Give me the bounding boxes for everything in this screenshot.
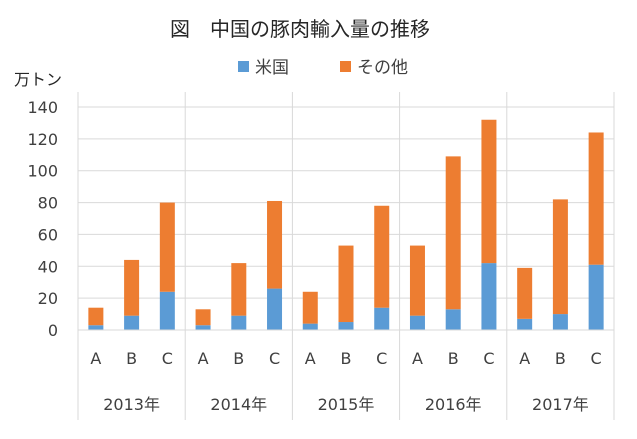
x-tick-label: B: [126, 349, 137, 368]
x-tick-label: B: [233, 349, 244, 368]
group-label: 2014年: [210, 395, 267, 414]
x-tick-label: A: [412, 349, 423, 368]
bar-segment: [588, 132, 604, 265]
bar-segment: [195, 325, 211, 330]
x-tick-label: C: [269, 349, 280, 368]
group-separators: [77, 92, 615, 420]
y-tick-label: 40: [38, 257, 58, 276]
x-tick-label: A: [198, 349, 209, 368]
x-tick-label: B: [448, 349, 459, 368]
x-tick-label: B: [555, 349, 566, 368]
bar-segment: [445, 309, 461, 330]
bar-segment: [267, 200, 283, 289]
y-axis-ticks: 0 20 40 60 80 100 120 140: [27, 98, 58, 340]
bar-segment: [517, 267, 533, 319]
y-tick-label: 0: [48, 321, 58, 340]
x-tick-label: A: [90, 349, 101, 368]
bar-segment: [302, 291, 318, 324]
bar-segment: [88, 325, 104, 330]
x-tick-label: C: [483, 349, 494, 368]
y-tick-label: 120: [27, 130, 58, 149]
unit-label: 万トン: [14, 70, 62, 89]
bar-segment: [517, 318, 533, 330]
group-label: 2015年: [318, 395, 375, 414]
legend-label: その他: [357, 58, 408, 78]
bar-segment: [124, 315, 140, 330]
x-tick-label: A: [305, 349, 316, 368]
bar-segment: [481, 119, 497, 264]
group-label: 2016年: [425, 395, 482, 414]
bar-segment: [302, 323, 318, 330]
bar-segment: [338, 245, 354, 323]
bar-segment: [409, 245, 425, 316]
bar-segment: [338, 322, 354, 330]
bar-segment: [374, 307, 390, 330]
x-tick-label: C: [162, 349, 173, 368]
bars: [88, 119, 604, 330]
bar-segment: [231, 315, 247, 330]
x-tick-label: C: [591, 349, 602, 368]
group-label: 2017年: [532, 395, 589, 414]
bar-segment: [374, 205, 390, 308]
x-tick-label: B: [341, 349, 352, 368]
bar-segment: [195, 309, 211, 326]
bar-segment: [159, 202, 175, 292]
bar-segment: [88, 307, 104, 326]
y-tick-label: 100: [27, 162, 58, 181]
bar-segment: [552, 314, 568, 330]
bar-segment: [231, 263, 247, 316]
y-tick-label: 60: [38, 225, 58, 244]
y-tick-label: 80: [38, 194, 58, 213]
chart-title: 図 中国の豚肉輸入量の推移: [170, 17, 430, 41]
y-tick-label: 140: [27, 98, 58, 117]
legend-swatch: [340, 61, 351, 72]
x-tick-label: C: [376, 349, 387, 368]
bar-segment: [445, 156, 461, 310]
group-label: 2013年: [103, 395, 160, 414]
x-tick-label: A: [519, 349, 530, 368]
legend-label: 米国: [255, 58, 289, 78]
bar-segment: [481, 263, 497, 330]
legend-swatch: [238, 61, 249, 72]
bar-segment: [588, 264, 604, 330]
bar-segment: [159, 291, 175, 330]
bar-segment: [124, 259, 140, 316]
legend: 米国 その他: [238, 58, 408, 78]
bar-segment: [267, 288, 283, 330]
bar-segment: [409, 315, 425, 330]
bar-segment: [552, 199, 568, 315]
y-tick-label: 20: [38, 289, 58, 308]
group-labels: 2013年 2014年 2015年 2016年 2017年: [103, 395, 589, 414]
